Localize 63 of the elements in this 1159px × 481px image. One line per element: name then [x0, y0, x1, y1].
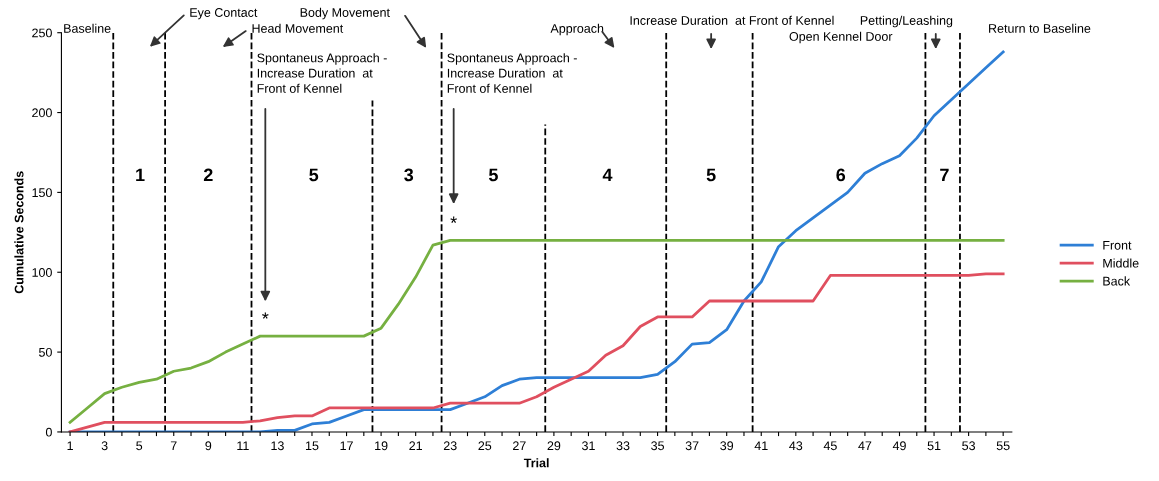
legend-label: Middle [1103, 258, 1139, 268]
x-tick-label: 17 [340, 441, 353, 451]
x-tick-label: 15 [305, 441, 319, 451]
annotation: 1 [136, 168, 145, 182]
annotation: * [450, 216, 457, 223]
x-tick-label: 35 [651, 441, 664, 451]
annotation: 3 [404, 168, 414, 182]
annotation: 6 [836, 168, 846, 182]
annotation: Baseline [64, 23, 111, 33]
x-tick-label: 13 [271, 441, 284, 451]
y-tick-label: 200 [32, 108, 52, 118]
y-tick-label: 150 [32, 188, 52, 198]
x-tick-label: 37 [685, 441, 699, 451]
x-tick-label: 33 [616, 441, 630, 451]
annotation: Approach [550, 23, 604, 36]
line-series [68, 238, 1005, 424]
x-tick-label: 39 [720, 441, 734, 451]
x-tick-label: 49 [892, 441, 906, 451]
x-tick-label: 43 [789, 441, 803, 451]
y-axis-title: Cumulative Seconds [14, 171, 24, 294]
x-tick-label: 55 [996, 441, 1010, 451]
line-series [68, 272, 1005, 432]
x-tick-label: 53 [962, 441, 976, 451]
x-tick-label: 5 [136, 441, 143, 451]
text: Increase Duration at Front of Kennel [630, 15, 834, 25]
annotation: Head Movement [252, 23, 344, 33]
x-tick-label: 21 [409, 441, 422, 451]
annotation: 5 [309, 168, 319, 182]
annotation: 5 [706, 168, 716, 182]
x-tick-label: 27 [513, 441, 526, 451]
x-tick-label: 19 [375, 441, 388, 451]
x-tick-label: 11 [237, 441, 249, 451]
x-tick-label: 41 [754, 441, 768, 451]
x-tick-label: 47 [858, 441, 872, 451]
annotation: 4 [602, 168, 613, 182]
y-tick-label: 50 [39, 347, 52, 357]
annotation: 7 [940, 168, 949, 182]
x-tick-label: 7 [170, 441, 177, 451]
text: Body Movement [300, 7, 390, 20]
legend-label: Back [1103, 276, 1131, 286]
text: Eye Contact [190, 8, 258, 20]
y-tick-label: 0 [45, 427, 52, 437]
x-tick-label: 23 [443, 441, 457, 451]
x-tick-label: 51 [927, 441, 941, 451]
x-tick-label: 9 [205, 441, 212, 451]
x-axis-title: Trial [523, 458, 549, 468]
y-tick-label: 250 [32, 28, 52, 38]
x-tick-label: 29 [547, 441, 561, 451]
legend-label: Front [1103, 240, 1132, 250]
annotation: Open Kennel Door [789, 31, 893, 44]
annotation: 5 [488, 168, 498, 182]
annotation: 2 [203, 168, 213, 182]
x-tick-label: 1 [67, 441, 73, 451]
x-tick-label: 45 [823, 441, 837, 451]
y-tick-label: 100 [32, 268, 52, 277]
text: Petting/Leashing [860, 15, 953, 28]
annotation: Spontaneus Approach - Increase Duration at Front of Kennel [447, 53, 577, 93]
x-tick-label: 31 [581, 441, 595, 451]
annotation: Return to Baseline [989, 23, 1091, 33]
x-tick-label: 25 [478, 441, 492, 451]
annotation: Spontaneus Approach - Increase Duration at Front of Kennel [257, 53, 387, 93]
x-tick-label: 3 [101, 441, 108, 451]
annotation: * [262, 312, 269, 319]
